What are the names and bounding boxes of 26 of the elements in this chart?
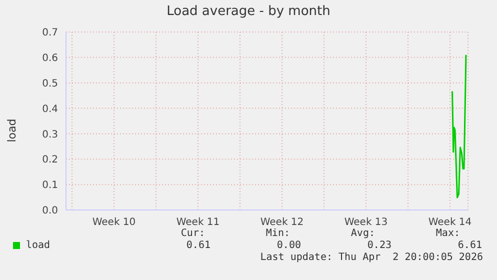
x-tick-label: Week 12 <box>260 217 304 228</box>
x-tick-label: Week 13 <box>344 217 388 228</box>
text: 0.23 <box>366 240 392 251</box>
y-tick-label: 0.1 <box>42 180 58 192</box>
x-tick-label: Week 10 <box>92 217 136 228</box>
y-tick-label: 0.5 <box>42 78 58 90</box>
y-axis-title: load <box>6 118 19 142</box>
text: Cur: <box>180 228 205 239</box>
y-tick-label: 0.2 <box>42 154 58 166</box>
x-tick-label: Week 14 <box>428 217 472 228</box>
y-tick-label: 0.4 <box>42 104 58 115</box>
x-tick-label: Week 11 <box>176 217 220 228</box>
text: 0.00 <box>276 240 301 251</box>
y-tick-label: 0.6 <box>42 52 58 64</box>
text: Avg: <box>350 228 375 239</box>
legend-label: load <box>26 240 50 251</box>
y-tick-label: 0.0 <box>42 206 58 217</box>
y-tick-label: 0.7 <box>42 28 58 39</box>
text: 6.61 <box>456 240 482 251</box>
y-tick-label: 0.3 <box>42 129 58 140</box>
line-series <box>452 54 467 198</box>
chart-title: Load average - by month <box>166 4 332 19</box>
text: Last update: Thu Apr 2 20:00:05 2026 <box>260 252 483 263</box>
text: Min: <box>264 228 290 239</box>
text: 0.61 <box>185 240 210 251</box>
text: Max: <box>434 228 460 239</box>
